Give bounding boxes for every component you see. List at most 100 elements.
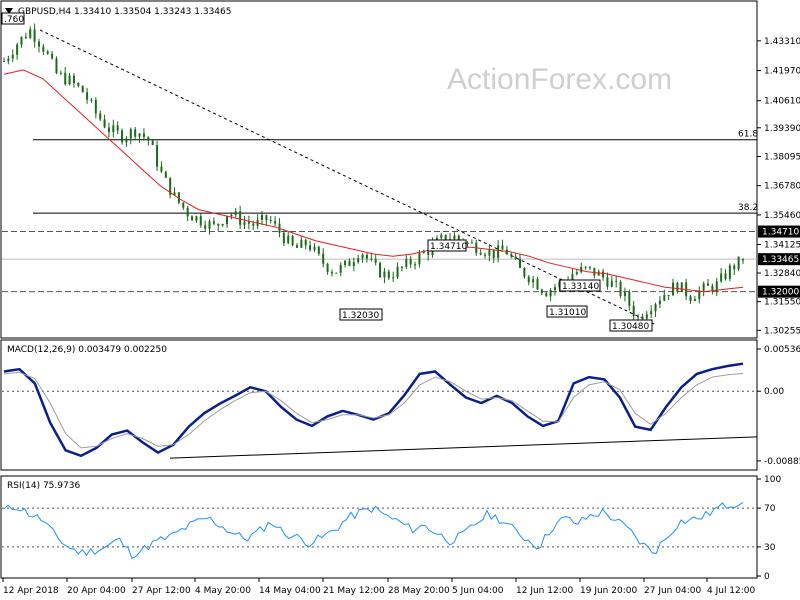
candle-body: [112, 125, 115, 133]
price-annotation-label: 1.32030: [342, 311, 379, 321]
candle-body: [361, 254, 364, 259]
price-annotation-box: [1, 12, 25, 25]
candle-body: [715, 281, 718, 292]
candle-body: [497, 245, 500, 258]
candle-body: [588, 266, 591, 268]
candle-body: [365, 254, 368, 259]
candle-body: [339, 265, 342, 273]
candle-body: [540, 289, 543, 294]
rsi-ytick-label: 0: [764, 572, 770, 582]
candle-body: [702, 283, 705, 291]
candle-body: [536, 279, 539, 290]
candle-body: [374, 259, 377, 263]
candle-body: [24, 36, 27, 39]
candle-body: [309, 245, 312, 250]
price-ytick-label: 1.31550: [764, 298, 800, 308]
rsi-ytick-label: 70: [764, 504, 776, 514]
panel-frames: [0, 0, 758, 579]
candle-body: [94, 99, 97, 114]
ema-line: [3, 69, 744, 293]
candle-body: [602, 271, 605, 278]
rsi-ytick-label: 30: [764, 543, 776, 553]
candle-body: [16, 44, 19, 55]
candle-body: [230, 214, 233, 216]
candle-body: [501, 245, 504, 250]
candle-body: [615, 280, 618, 282]
candle-body: [282, 232, 285, 244]
candle-body: [55, 58, 58, 74]
candle-body: [597, 271, 600, 276]
candle-body: [234, 211, 237, 215]
candle-body: [584, 266, 587, 268]
candle-body: [186, 207, 189, 217]
candle-body: [637, 316, 640, 318]
price-ytick-label: 1.41970: [764, 67, 800, 77]
candle-body: [457, 235, 460, 240]
candle-body: [221, 224, 224, 226]
candle-body: [698, 290, 701, 300]
candle-body: [191, 216, 194, 221]
candle-body: [645, 314, 648, 319]
candle-body: [59, 72, 62, 74]
candle-body: [444, 234, 447, 242]
candle-body: [7, 58, 10, 62]
candle-body: [156, 145, 159, 167]
candle-body: [147, 137, 150, 141]
candle-body: [90, 99, 93, 101]
candle-body: [252, 223, 255, 226]
macd-trendline: [169, 436, 758, 459]
x-tick-label: 28 May 20:00: [388, 586, 450, 596]
candle-body: [440, 234, 443, 238]
candle-body: [287, 235, 290, 244]
price-ytick-label: 1.39390: [764, 124, 800, 134]
candle-body: [348, 260, 351, 266]
candle-body: [650, 311, 653, 315]
candle-body: [737, 256, 740, 270]
candle-body: [414, 264, 417, 266]
candle-body: [243, 221, 246, 225]
chart-title: GBPUSD,H4 1.33410 1.33504 1.33243 1.3346…: [18, 7, 231, 17]
candle-body: [492, 250, 495, 258]
candle-body: [383, 271, 386, 278]
candle-body: [663, 294, 666, 301]
candle-body: [484, 254, 487, 256]
x-tick-label: 12 Jun 12:00: [516, 586, 573, 596]
fib-level-label: 38.2: [738, 203, 758, 213]
triangle-down-icon[interactable]: [5, 8, 13, 14]
candle-body: [313, 246, 316, 250]
candle-body: [733, 265, 736, 270]
candle-body: [707, 283, 710, 286]
candle-body: [212, 221, 215, 224]
candle-body: [610, 280, 613, 287]
price-axis-tag: [758, 253, 800, 266]
candle-body: [558, 281, 561, 288]
candle-body: [169, 177, 172, 196]
fib-level-label: 61.8: [738, 130, 758, 140]
candle-body: [357, 258, 360, 263]
candle-body: [396, 266, 399, 278]
price-annotation-label: 1.31010: [549, 308, 586, 318]
candle-body: [330, 271, 333, 274]
price-annotation-box: [339, 308, 383, 321]
candle-body: [680, 282, 683, 292]
candle-body: [689, 296, 692, 301]
candle-body: [527, 276, 530, 283]
candle-body: [641, 316, 644, 319]
candle-body: [300, 239, 303, 248]
macd-ytick-label: -0.008855: [764, 457, 800, 467]
candle-body: [107, 127, 110, 133]
candle-body: [514, 256, 517, 259]
candle-body: [160, 166, 163, 172]
candle-body: [724, 273, 727, 279]
price-annotation-box: [609, 319, 653, 332]
candle-body: [164, 171, 167, 178]
candle-body: [510, 254, 513, 257]
price-axis-tag-label: 1.32000: [762, 288, 799, 298]
candle-body: [326, 263, 329, 272]
candle-body: [20, 36, 23, 45]
candle-body: [400, 266, 403, 268]
candle-body: [81, 85, 84, 93]
candle-body: [72, 75, 75, 83]
candle-body: [667, 294, 670, 296]
candle-body: [37, 41, 40, 47]
